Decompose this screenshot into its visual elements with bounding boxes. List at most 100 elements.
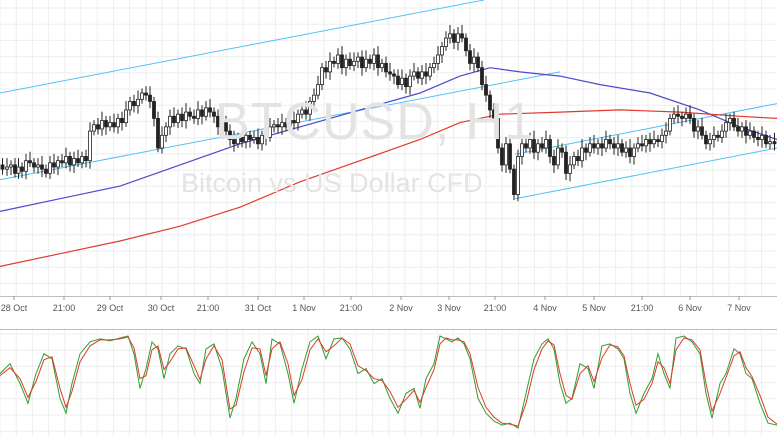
candle-body-up <box>644 139 648 147</box>
candle-body-up <box>364 58 368 69</box>
candle-body-up <box>296 113 300 124</box>
candle-body-up <box>16 166 21 174</box>
candle-body-down <box>40 164 44 170</box>
candle-body-down <box>496 118 500 149</box>
watermark-description: Bitcoin vs US Dollar CFD <box>181 168 483 198</box>
candle-body-down <box>484 84 488 96</box>
candle-body-up <box>300 109 304 115</box>
candle-body-down <box>492 109 496 119</box>
candle-body-up <box>596 143 600 149</box>
candle-body-down <box>704 134 708 145</box>
candle-body-down <box>324 67 328 73</box>
candle-body-up <box>36 164 40 168</box>
candle-body-down <box>700 126 704 136</box>
candle-body-up <box>160 134 164 149</box>
candle-body-up <box>672 113 676 119</box>
candle-body-up <box>288 120 292 128</box>
candle-body-down <box>512 168 516 195</box>
candle-body-up <box>260 134 264 145</box>
candle-body-down <box>600 143 604 149</box>
candle-body-down <box>540 143 544 149</box>
candle-body-down <box>680 115 684 119</box>
candle-body-down <box>424 71 428 77</box>
candle-body-up <box>728 118 732 124</box>
candle-body-down <box>240 137 244 143</box>
candle-body-down <box>228 130 232 140</box>
x-tick-label: 7 Nov <box>727 303 751 313</box>
candle-body-down <box>548 139 552 157</box>
candle-body-down <box>384 63 388 73</box>
candle-body-up <box>136 98 140 107</box>
candle-body-up <box>328 60 332 73</box>
candle-body-down <box>360 56 364 69</box>
x-tick-label: 30 Oct <box>148 303 175 313</box>
candle-body-up <box>124 109 128 124</box>
moving-average-slow-line <box>0 109 777 267</box>
candle-body-up <box>116 118 120 128</box>
candle-body-up <box>580 147 584 162</box>
candle-body-up <box>412 71 416 77</box>
x-tick-label: 2 Nov <box>389 303 413 313</box>
channel-2-lower-line <box>514 147 777 200</box>
candle-body-down <box>764 134 768 145</box>
candle-body-up <box>536 143 540 153</box>
watermark-symbol: BTCUSD, H1 <box>215 93 535 151</box>
candle-body-down <box>564 151 568 174</box>
candle-body-up <box>604 139 608 149</box>
candle-body-down <box>692 118 696 132</box>
x-tick-label: 21:00 <box>340 303 363 313</box>
x-tick-label: 21:00 <box>53 303 76 313</box>
candle-body-down <box>112 122 116 128</box>
candle-body-up <box>108 122 112 128</box>
candle-body-down <box>60 160 64 164</box>
candle-body-up <box>400 77 404 85</box>
candle-body-up <box>100 120 104 130</box>
candle-body-down <box>84 156 88 162</box>
candle-body-down <box>576 156 580 162</box>
candle-body-down <box>460 33 464 39</box>
candle-body-up <box>352 60 356 66</box>
candle-body-down <box>488 94 492 111</box>
candle-body-up <box>696 126 700 132</box>
candle-body-up <box>280 122 284 128</box>
candle-body-up <box>408 75 412 88</box>
candle-body-up <box>660 134 664 143</box>
candle-body-down <box>192 115 196 119</box>
candle-body-down <box>608 139 612 145</box>
candle-body-down <box>476 56 480 69</box>
candle-body-down <box>216 115 220 128</box>
candle-body-down <box>13 164 17 174</box>
candle-body-down <box>396 75 400 85</box>
candle-body-down <box>264 134 268 138</box>
candle-body-up <box>308 101 312 115</box>
candle-body-down <box>468 50 472 64</box>
candle-body-up <box>720 130 724 138</box>
candle-body-up <box>652 139 656 145</box>
candle-body-up <box>204 107 208 117</box>
candle-body-up <box>176 113 180 124</box>
candle-body-down <box>404 77 408 88</box>
x-tick-label: 1 Nov <box>292 303 316 313</box>
candle-body-up <box>760 134 764 140</box>
x-tick-label: 21:00 <box>197 303 220 313</box>
candle-body-up <box>632 147 636 157</box>
candle-body-up <box>708 139 712 145</box>
candle-body-up <box>72 158 76 166</box>
candle-body-up <box>64 156 68 164</box>
candle-body-up <box>372 54 376 64</box>
candle-body-down <box>120 118 124 124</box>
candle-body-down <box>376 54 380 69</box>
candle-body-up <box>624 147 628 153</box>
candle-body-down <box>452 33 456 43</box>
candle-body-down <box>388 71 392 75</box>
candle-body-up <box>236 137 240 145</box>
candle-body-up <box>272 124 276 128</box>
candle-body-down <box>52 162 56 168</box>
candle-body-up <box>556 147 560 166</box>
candle-body-down <box>248 134 252 140</box>
candle-body-down <box>524 143 528 149</box>
candle-body-down <box>640 143 644 147</box>
candle-body-up <box>320 67 324 85</box>
candle-body-up <box>9 164 13 168</box>
